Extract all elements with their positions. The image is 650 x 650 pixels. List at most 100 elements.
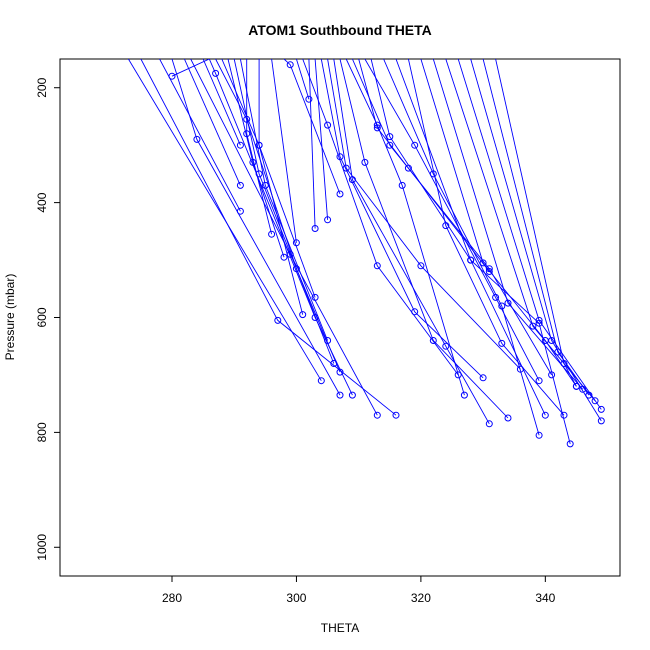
series-line (351, 59, 552, 376)
data-point (386, 141, 394, 149)
sounding-series (308, 59, 319, 232)
data-point (324, 337, 332, 344)
data-point (292, 239, 300, 247)
series-line (239, 59, 329, 341)
y-tick-label: 1000 (35, 534, 49, 561)
data-point (274, 316, 282, 324)
sounding-series (358, 59, 493, 275)
series-line (445, 59, 596, 402)
sounding-series (364, 59, 543, 385)
sounding-series (243, 59, 276, 238)
data-point (566, 440, 574, 448)
x-axis-label: THETA (321, 621, 359, 635)
series-line (345, 59, 465, 396)
sounding-series (168, 59, 210, 80)
y-axis-label: Pressure (mbar) (3, 274, 17, 361)
data-point (479, 259, 487, 267)
data-point (373, 411, 381, 419)
data-point (597, 417, 605, 425)
sounding-series (482, 59, 593, 399)
data-point (479, 374, 487, 382)
sounding-series (445, 59, 599, 405)
data-point (255, 141, 263, 149)
data-point (311, 293, 319, 301)
series-line (140, 59, 397, 416)
data-point (336, 391, 344, 399)
data-point (373, 124, 381, 132)
data-point (386, 133, 394, 141)
data-point (585, 391, 593, 399)
sounding-series (339, 59, 512, 422)
series-line (383, 59, 540, 436)
x-tick-label: 340 (535, 591, 555, 605)
series-line (470, 59, 602, 422)
x-axis: 280 300 320 340 (162, 576, 556, 605)
data-point (560, 360, 568, 367)
series-line (339, 59, 509, 419)
data-point (317, 377, 325, 385)
series-line (221, 59, 316, 298)
data-point (417, 262, 425, 270)
sounding-series (255, 59, 307, 319)
sounding-series (239, 59, 332, 344)
series-line (233, 59, 335, 364)
data-point (535, 377, 543, 385)
data-point (168, 72, 176, 80)
y-tick-label: 800 (35, 422, 49, 442)
sounding-series (171, 59, 344, 399)
sounding-series (221, 59, 319, 301)
series-line (190, 59, 378, 416)
data-point (504, 299, 512, 307)
sounding-series (202, 59, 244, 149)
sounding-series (495, 59, 580, 390)
series-line (320, 59, 484, 379)
data-point (498, 339, 506, 347)
data-point (280, 253, 288, 261)
sounding-series (159, 59, 244, 215)
data-point (236, 181, 244, 189)
data-point (485, 265, 493, 273)
series-line (202, 59, 241, 146)
data-point (442, 342, 450, 350)
series-line (358, 59, 490, 272)
sounding-series (233, 59, 338, 367)
data-point (467, 256, 475, 264)
data-point (212, 69, 220, 77)
data-point (535, 316, 543, 324)
series-line (407, 59, 565, 416)
data-point (311, 225, 319, 232)
series-line (295, 59, 310, 100)
data-point (342, 164, 350, 172)
data-point (398, 181, 406, 189)
series-line (314, 59, 329, 220)
series-line (482, 59, 590, 396)
data-point (572, 382, 580, 390)
data-point (460, 391, 468, 399)
sounding-series (183, 59, 244, 189)
series-line (271, 59, 297, 243)
data-point (292, 265, 300, 273)
sounding-series (271, 59, 300, 247)
data-point (504, 414, 512, 422)
series-line (246, 59, 273, 235)
series-line (495, 59, 577, 387)
sounding-series (295, 59, 313, 103)
y-tick-label: 400 (35, 192, 49, 212)
sounding-series (190, 59, 381, 419)
data-point (498, 302, 506, 310)
plot-frame (59, 58, 621, 577)
series-line (183, 59, 241, 186)
series-line (308, 59, 316, 229)
series-line (171, 59, 341, 396)
data-point (324, 216, 332, 224)
sounding-series (370, 59, 549, 419)
data-point (442, 222, 450, 230)
y-tick-label: 200 (35, 77, 49, 97)
data-point (268, 230, 276, 238)
data-point (541, 411, 549, 419)
data-point (361, 158, 369, 166)
data-point (193, 135, 201, 143)
x-tick-label: 280 (162, 591, 182, 605)
series-layer (128, 59, 605, 448)
